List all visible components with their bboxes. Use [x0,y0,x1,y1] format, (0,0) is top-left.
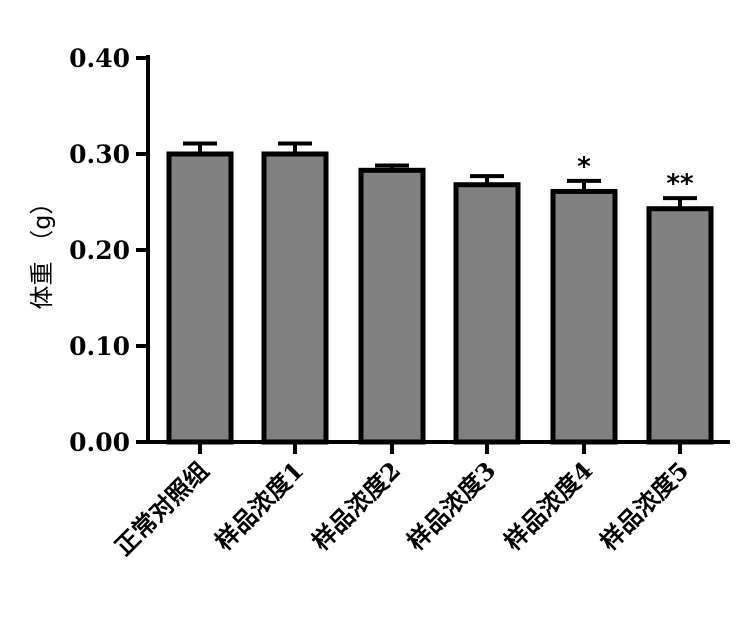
x-tick-label: 样品浓度1 [209,456,309,556]
y-tick-label: 0.30 [69,140,130,169]
significance-mark-6: ** [666,169,694,199]
bar-4 [453,182,521,445]
y-tick-label: 0.10 [69,332,130,361]
y-tick-label: 0.00 [69,428,130,457]
error-bars-layer [183,141,697,209]
y-tick-label: 0.20 [69,236,130,265]
bar-1 [166,151,234,445]
error-bar-4 [470,174,504,185]
axis-layer [136,55,730,454]
y-tick-label: 0.40 [69,44,130,73]
bar-2 [261,151,329,445]
significance-mark-5: * [577,152,591,182]
x-tick-label: 样品浓度2 [306,456,406,556]
significance-layer: *** [577,152,694,199]
bars-layer [166,151,714,445]
bar-6 [646,206,714,445]
error-bar-5 [567,178,601,192]
error-bar-6 [663,196,697,209]
error-bar-3 [375,163,409,171]
bar-3 [358,167,426,445]
y-axis-label: 体重 （g） [28,191,56,310]
x-tick-label: 样品浓度4 [498,456,598,556]
bar-5 [550,188,618,445]
error-bar-2 [278,141,312,154]
x-tick-label: 样品浓度3 [401,456,501,556]
x-tick-label: 样品浓度5 [594,456,694,556]
error-bar-1 [183,141,217,154]
x-tick-label: 正常对照组 [109,456,214,561]
